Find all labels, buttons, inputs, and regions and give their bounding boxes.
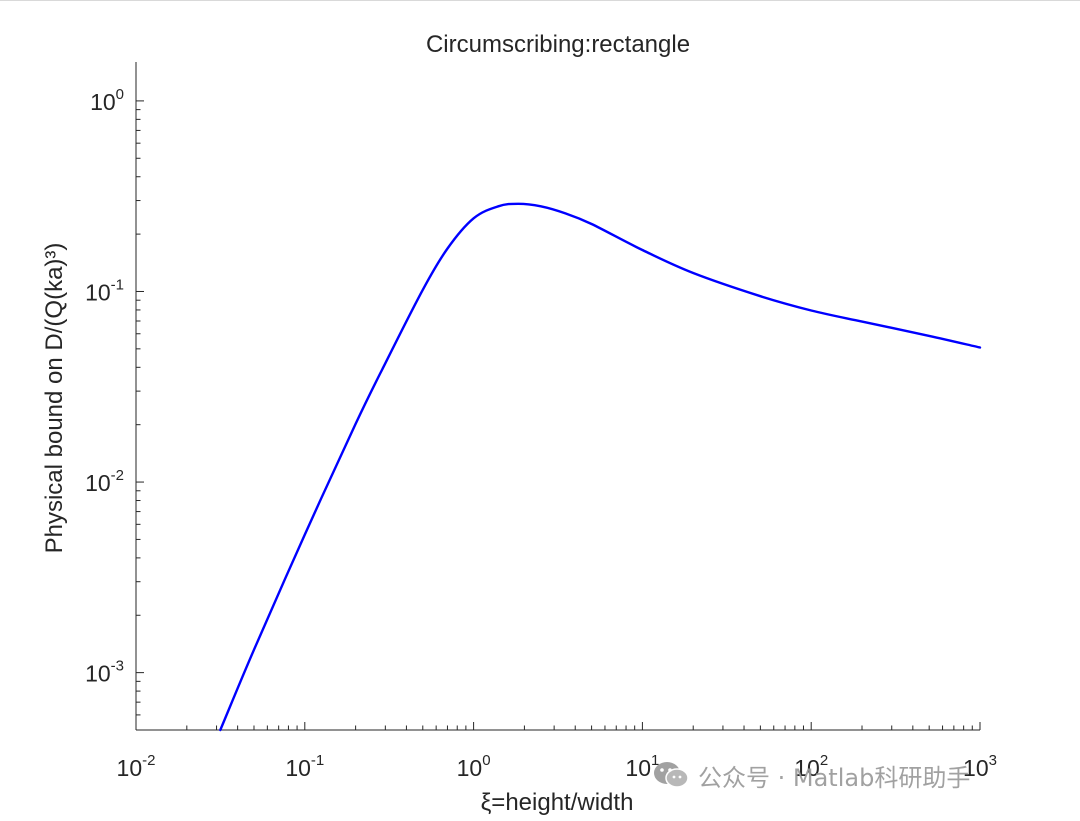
x-tick-label: 10-2: [117, 752, 156, 781]
y-tick-label: 100: [90, 86, 124, 115]
y-axis-label: Physical bound on D/(Q(ka)³): [41, 243, 68, 554]
chart-title: Circumscribing:rectangle: [426, 31, 690, 58]
watermark-text: 公众号 · Matlab科研助手: [698, 763, 971, 792]
x-tick-label: 102: [794, 752, 828, 781]
x-tick-label: 103: [963, 752, 997, 781]
wechat-icon: [654, 762, 689, 788]
y-tick-label: 10-2: [85, 467, 124, 496]
series-line-0: [219, 202, 982, 732]
y-tick-label: 10-3: [85, 658, 124, 687]
x-tick-label: 10-1: [285, 752, 324, 781]
x-tick-label: 101: [625, 752, 659, 781]
top-border: [0, 0, 1080, 1]
axes: 10-2 10-1 100 101 102 103 10-3 10-2 10-1 100: [85, 62, 997, 781]
x-tick-label: 100: [457, 752, 491, 781]
x-axis-label: ξ=height/width: [481, 789, 634, 816]
y-tick-label: 10-1: [85, 276, 124, 305]
watermark: 公众号 · Matlab科研助手: [652, 755, 970, 795]
